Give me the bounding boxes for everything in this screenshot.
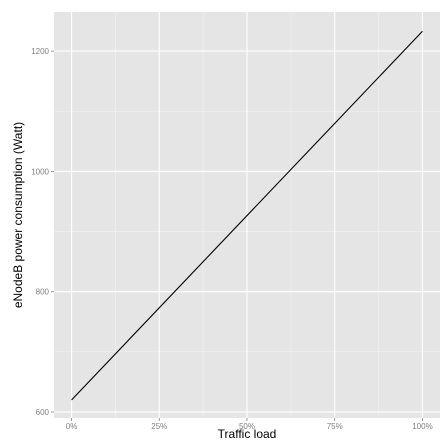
x-tick-label: 100% xyxy=(412,422,432,431)
y-tick-label: 600 xyxy=(36,408,50,417)
y-tick-label: 1000 xyxy=(31,167,49,176)
x-axis-title: Traffic load xyxy=(218,427,277,441)
y-tick-label: 1200 xyxy=(31,47,49,56)
x-tick-label: 25% xyxy=(151,422,167,431)
series-line xyxy=(71,30,423,401)
x-tick-label: 75% xyxy=(327,422,343,431)
y-tick-label: 800 xyxy=(36,288,50,297)
x-axis-ticks: 0% 25% 50% 75% 100% xyxy=(66,418,433,431)
y-axis-ticks: 600 800 1000 1200 xyxy=(31,47,54,417)
y-axis-title: eNodeB power consumption (Watt) xyxy=(11,122,25,308)
x-tick-label: 50% xyxy=(239,422,255,431)
series-layer xyxy=(71,30,423,401)
x-tick-label: 0% xyxy=(66,422,78,431)
